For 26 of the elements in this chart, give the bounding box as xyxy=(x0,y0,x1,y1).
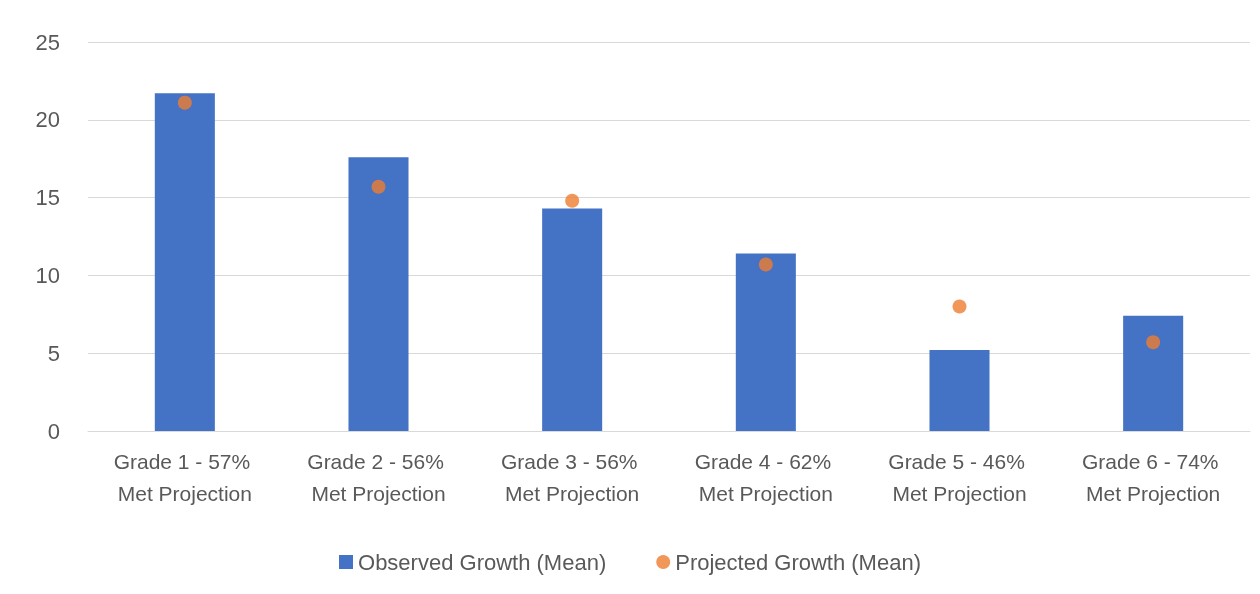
bar xyxy=(542,208,603,431)
x-tick-label: Grade 2 - 56% Met Projection xyxy=(307,449,450,505)
x-tick-label: Grade 1 - 57% Met Projection xyxy=(113,449,257,505)
x-tick-label: Grade 3 - 56% Met Projection xyxy=(500,449,644,505)
bar xyxy=(735,253,796,431)
bar xyxy=(1123,315,1184,431)
bar xyxy=(154,93,215,431)
point xyxy=(177,95,192,110)
legend-label: Observed Growth (Mean) xyxy=(358,549,607,575)
point xyxy=(565,193,580,208)
y-tick-label: 5 xyxy=(47,340,60,366)
bar xyxy=(348,157,409,431)
y-tick-label: 25 xyxy=(35,29,60,55)
y-tick-label: 0 xyxy=(47,418,60,444)
legend-label: Projected Growth (Mean) xyxy=(675,549,921,575)
bar xyxy=(929,350,990,431)
y-tick-label: 20 xyxy=(35,107,60,133)
x-tick-label: Grade 6 - 74% Met Projection xyxy=(1081,449,1225,505)
point xyxy=(952,299,967,314)
point xyxy=(1146,335,1161,350)
x-tick-label: Grade 4 - 62% Met Projection xyxy=(694,449,838,505)
y-tick-label: 15 xyxy=(35,185,60,211)
y-tick-label: 10 xyxy=(35,262,60,288)
x-tick-label: Grade 5 - 46% Met Projection xyxy=(888,449,1031,505)
point xyxy=(758,257,773,272)
point xyxy=(371,179,386,194)
